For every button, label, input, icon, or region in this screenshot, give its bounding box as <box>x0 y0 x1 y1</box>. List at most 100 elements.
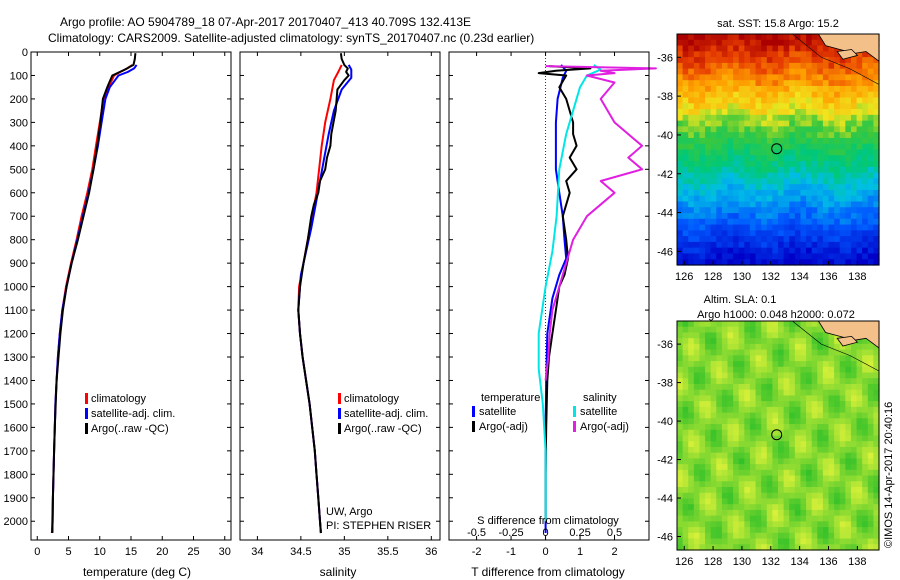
map-cell <box>845 378 852 385</box>
map-cell <box>800 103 807 110</box>
map-cell <box>682 372 689 379</box>
map-cell <box>839 195 846 203</box>
map-cell <box>710 372 717 379</box>
map-cell <box>682 469 689 477</box>
map-cell <box>699 406 706 414</box>
map-cell <box>794 464 802 471</box>
map-cell <box>677 532 684 540</box>
map-cell <box>716 97 723 104</box>
map-cell <box>755 492 762 500</box>
map-cell <box>800 492 807 500</box>
map-cell <box>789 378 796 385</box>
map-cell <box>738 236 745 243</box>
map-cell <box>862 172 869 179</box>
map-cell <box>749 230 757 237</box>
map-cell <box>733 424 740 431</box>
map-cell <box>766 464 773 471</box>
map-cell <box>778 241 785 249</box>
map-cell <box>721 366 729 374</box>
map-cell <box>705 34 712 41</box>
map-cell <box>789 103 796 110</box>
map-cell <box>800 97 807 104</box>
map-cell <box>834 155 841 162</box>
map-cell <box>733 236 740 243</box>
map-cell <box>834 80 841 87</box>
map-cell <box>794 401 802 408</box>
map-cell <box>856 259 863 266</box>
map-cell <box>839 143 846 151</box>
map-cell <box>850 195 858 203</box>
map-cell <box>705 80 712 87</box>
map-cell <box>783 498 790 505</box>
map-cell <box>822 361 830 368</box>
map-cell <box>755 189 762 197</box>
y-tick-label: -36 <box>657 339 673 351</box>
temperature-axes: 0 5 10 15 20 25 300100200300400500600700800900… <box>4 47 231 558</box>
map-cell <box>699 137 706 145</box>
map-cell <box>789 91 796 99</box>
map-cell <box>834 464 841 471</box>
map-cell <box>727 338 734 345</box>
map-cell <box>794 259 802 266</box>
map-cell <box>839 230 846 237</box>
map-cell <box>755 91 762 99</box>
map-cell <box>828 132 835 139</box>
map-cell <box>828 332 835 339</box>
map-cell <box>789 452 796 459</box>
map-cell <box>688 515 695 522</box>
map-cell <box>716 418 723 425</box>
map-cell <box>839 504 846 511</box>
map-cell <box>688 424 695 431</box>
map-cell <box>677 475 684 482</box>
map-cell <box>755 213 762 220</box>
map-cell <box>778 149 785 156</box>
map-cell <box>800 224 807 231</box>
map-cell <box>699 326 706 334</box>
map-cell <box>850 230 858 237</box>
map-cell <box>693 492 701 500</box>
map-cell <box>721 527 729 534</box>
map-cell <box>755 441 762 448</box>
map-cell <box>873 527 880 534</box>
map-cell <box>867 435 874 442</box>
map-cell <box>834 544 841 551</box>
map-cell <box>845 68 852 76</box>
map-cell <box>862 475 869 482</box>
map-cell <box>845 452 852 459</box>
map-cell <box>778 259 785 266</box>
map-cell <box>862 469 869 477</box>
y-tick-label: -42 <box>657 169 673 181</box>
map-cell <box>856 51 863 58</box>
map-cell <box>862 132 869 139</box>
map-cell <box>699 538 706 545</box>
map-cell <box>710 195 717 203</box>
map-cell <box>688 349 695 356</box>
map-cell <box>834 401 841 408</box>
map-cell <box>800 114 807 122</box>
map-cell <box>772 241 779 249</box>
map-cell <box>845 383 852 391</box>
map-cell <box>789 538 796 545</box>
map-cell <box>850 224 858 231</box>
map-cell <box>856 383 863 391</box>
map-cell <box>693 343 701 351</box>
map-cell <box>766 259 773 266</box>
map-cell <box>761 395 768 402</box>
map-cell <box>682 213 689 220</box>
map-cell <box>761 241 768 249</box>
map-cell <box>705 132 712 139</box>
map-cell <box>761 253 768 260</box>
map-cell <box>873 435 880 442</box>
map-cell <box>682 464 689 471</box>
map-cell <box>761 492 768 500</box>
legend-label-argo: Argo(..raw -QC) <box>344 423 422 435</box>
map-cell <box>822 395 830 402</box>
map-cell <box>677 103 684 110</box>
map-cell <box>688 207 695 214</box>
map-cell <box>705 389 712 397</box>
map-cell <box>839 178 846 185</box>
map-cell <box>778 34 785 41</box>
map-cell <box>688 452 695 459</box>
map-cell <box>778 418 785 425</box>
map-cell <box>727 389 734 397</box>
